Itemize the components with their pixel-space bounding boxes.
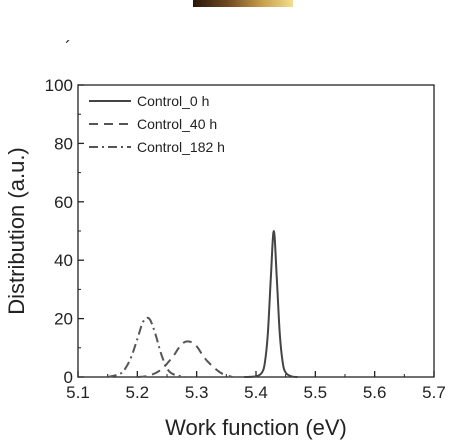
y-axis: 0 20 40 60 80 100 — [45, 76, 84, 387]
x-axis: 5.1 5.2 5.3 5.4 5.5 5.6 5.7 — [66, 371, 446, 402]
y-tick-label: 80 — [54, 134, 73, 153]
series-line-2 — [107, 316, 186, 378]
x-tick-label: 5.7 — [422, 383, 446, 402]
stray-accent-mark: ´ — [65, 38, 71, 58]
series-line-1 — [137, 340, 233, 378]
y-axis-title: Distribution (a.u.) — [4, 147, 29, 315]
legend-label-0: Control_0 h — [137, 93, 209, 109]
x-tick-label: 5.3 — [185, 383, 209, 402]
legend-label-1: Control_40 h — [137, 116, 217, 132]
x-tick-label: 5.2 — [126, 383, 150, 402]
series-line-0 — [244, 229, 298, 378]
x-axis-title: Work function (eV) — [165, 415, 347, 440]
x-tick-label: 5.4 — [244, 383, 268, 402]
legend: Control_0 h Control_40 h Control_182 h — [89, 93, 225, 155]
y-tick-label: 60 — [54, 193, 73, 212]
y-tick-label: 0 — [64, 368, 73, 387]
y-tick-label: 20 — [54, 310, 73, 329]
color-scale-strip — [193, 0, 293, 7]
y-tick-label: 40 — [54, 251, 73, 270]
plot-frame — [77, 84, 435, 378]
x-tick-label: 5.5 — [304, 383, 328, 402]
legend-label-2: Control_182 h — [137, 139, 225, 155]
y-tick-label: 100 — [45, 76, 73, 95]
series-layer — [107, 229, 298, 378]
x-tick-label: 5.1 — [66, 383, 90, 402]
x-tick-label: 5.6 — [363, 383, 387, 402]
